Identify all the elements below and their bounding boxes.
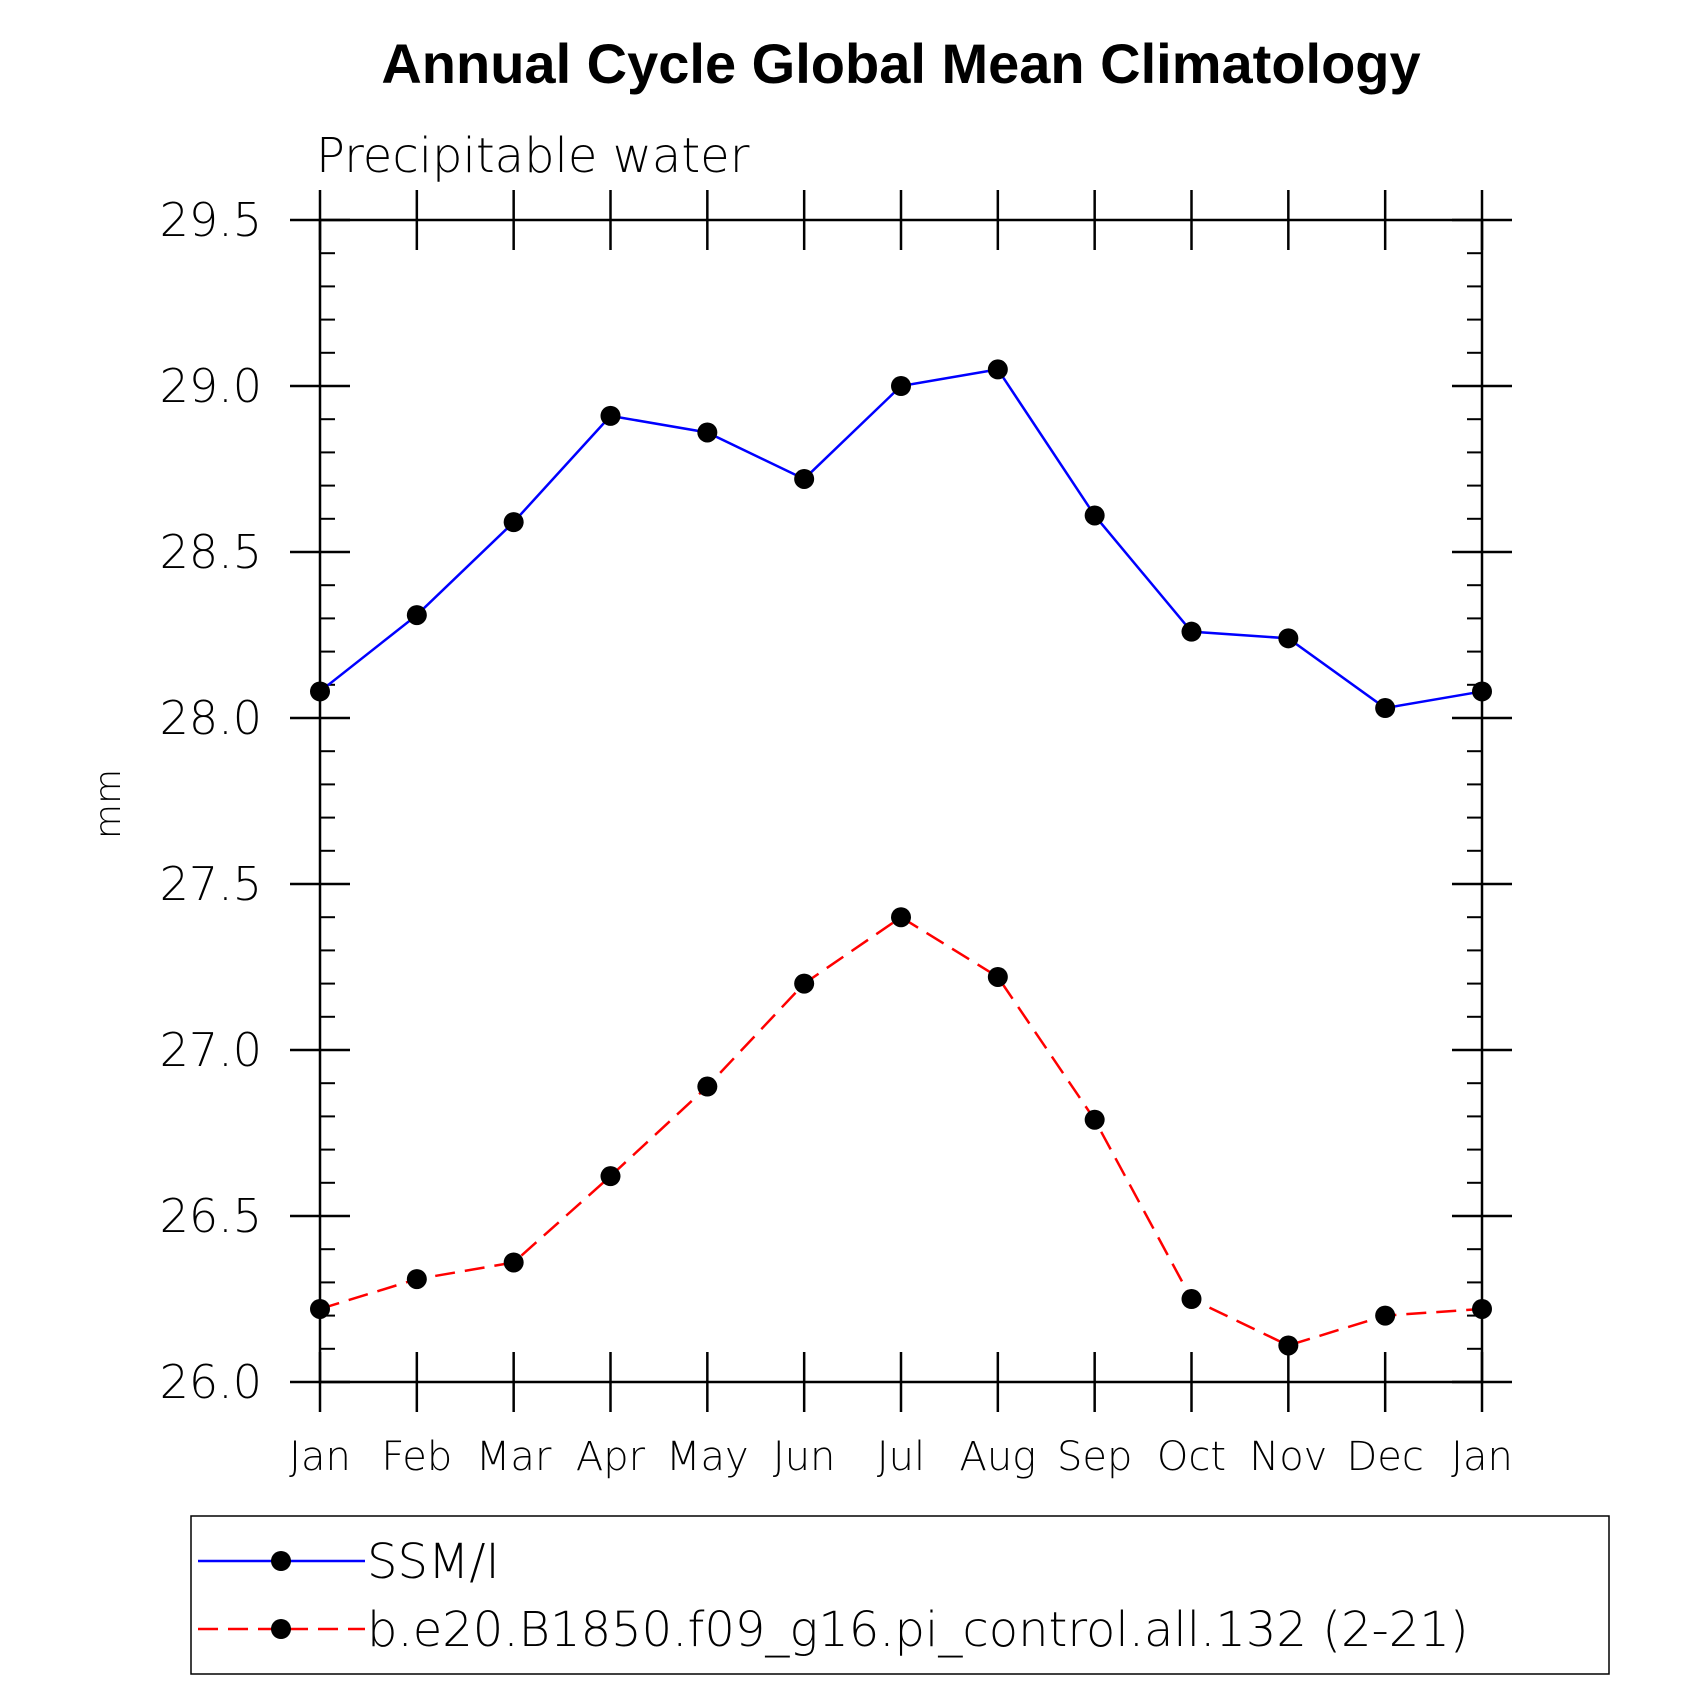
series-line-2: [319, 915, 1483, 1347]
legend: SSM/I b.e20.B1850.f09_g16.pi_control.all.…: [190, 1515, 1610, 1675]
data-point: [600, 1166, 621, 1187]
x-tick-label: May: [666, 1434, 749, 1480]
x-tick-label: Jun: [773, 1434, 836, 1480]
data-point: [1084, 505, 1105, 526]
data-point: [794, 973, 815, 994]
legend-marker-1: [271, 1551, 291, 1571]
y-tick-label: 26.5: [160, 1189, 262, 1243]
data-point: [697, 1076, 718, 1097]
series-line-1: [319, 368, 1483, 710]
y-tick-label: 29.0: [160, 359, 262, 413]
x-tick-label: Mar: [476, 1434, 552, 1480]
axis-ticks: [290, 190, 1512, 1412]
y-tick-label: 27.0: [160, 1023, 262, 1077]
y-tick-label: 28.5: [160, 525, 262, 579]
legend-marker-2: [271, 1619, 291, 1639]
x-tick-label: Jul: [877, 1434, 925, 1480]
data-point: [987, 966, 1008, 987]
chart-title: Annual Cycle Global Mean Climatology: [381, 32, 1420, 95]
data-point: [503, 1252, 524, 1273]
x-tick-label: Jan: [1451, 1434, 1513, 1480]
x-tick-label: Jan: [289, 1434, 351, 1480]
x-tick-label: Feb: [381, 1434, 452, 1480]
data-point: [794, 468, 815, 489]
data-point: [891, 376, 911, 396]
x-tick-label: Dec: [1346, 1434, 1423, 1480]
data-point: [891, 907, 911, 928]
data-point: [503, 512, 524, 533]
x-tick-label: Apr: [576, 1434, 646, 1480]
plot-frame: [318, 218, 1484, 1384]
y-axis-label: mm: [88, 769, 129, 839]
data-point: [1375, 698, 1396, 719]
data-point: [1375, 1305, 1396, 1326]
data-point: [987, 359, 1008, 380]
legend-label-2: b.e20.B1850.f09_g16.pi_control.all.132 (…: [367, 1602, 1469, 1658]
data-point: [600, 405, 621, 426]
y-axis-tick-labels: 26.0 26.5 27.0 27.5 28.0 28.5 29.0 29.5: [160, 193, 262, 1409]
y-tick-label: 27.5: [160, 857, 262, 911]
data-point: [1084, 1109, 1105, 1130]
x-tick-label: Aug: [959, 1434, 1036, 1480]
data-point: [1278, 628, 1299, 649]
x-tick-label: Oct: [1157, 1434, 1226, 1480]
y-tick-label: 26.0: [160, 1355, 262, 1409]
legend-label-1: SSM/I: [367, 1534, 500, 1590]
x-tick-label: Nov: [1249, 1434, 1327, 1480]
x-axis-tick-labels: Jan Feb Mar Apr May Jun Jul Aug Sep Oct Nov Dec Jan: [289, 1434, 1513, 1480]
x-tick-label: Sep: [1057, 1434, 1132, 1480]
series-markers: [310, 359, 1492, 1356]
data-point: [1278, 1335, 1299, 1356]
legend-box: [190, 1515, 1610, 1675]
chart-subtitle: Precipitable water: [316, 128, 750, 184]
data-point: [1181, 621, 1202, 642]
y-tick-label: 28.0: [160, 691, 262, 745]
data-point: [406, 1269, 427, 1290]
y-tick-label: 29.5: [160, 193, 262, 247]
data-point: [406, 605, 427, 626]
data-point: [697, 422, 718, 443]
data-point: [1181, 1289, 1202, 1309]
series-lines: [319, 368, 1483, 1347]
